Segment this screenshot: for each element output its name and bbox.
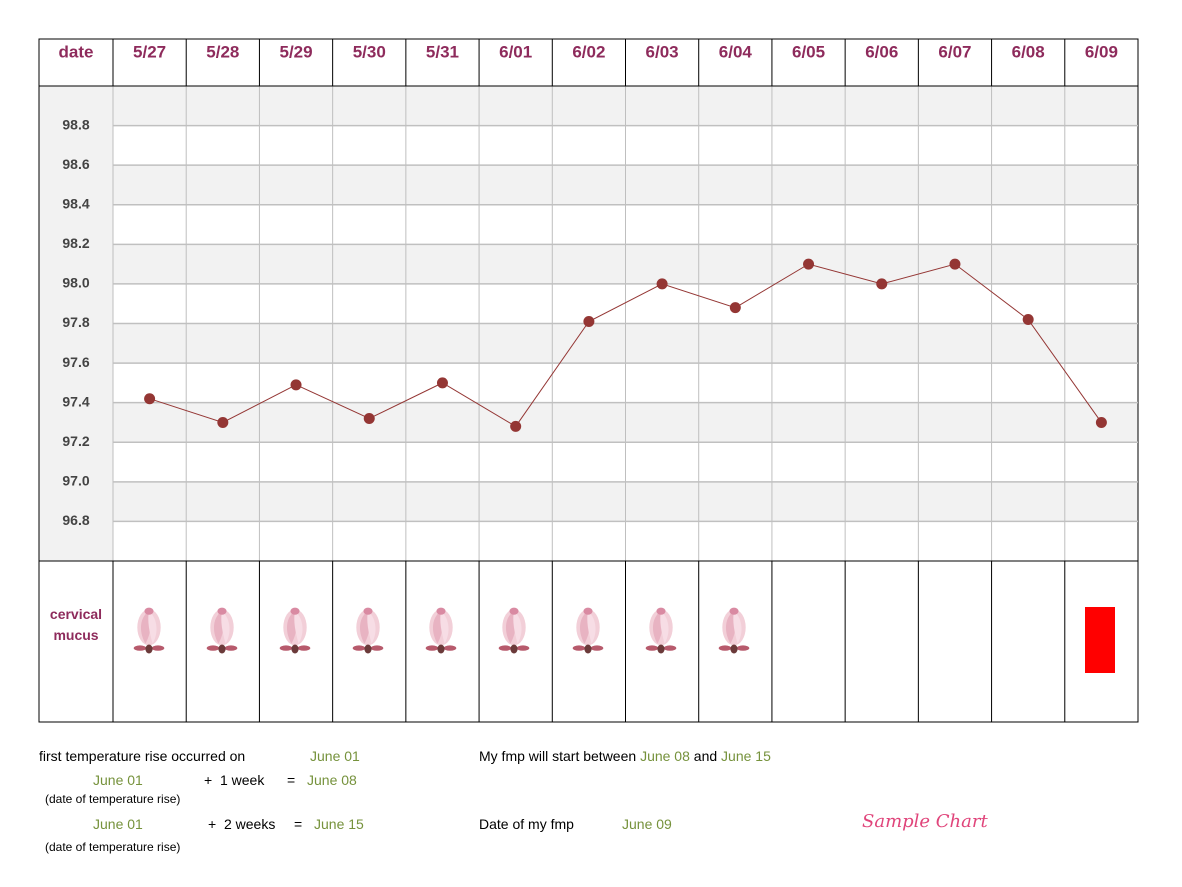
data-line [149, 263, 1102, 428]
data-point [1095, 416, 1107, 428]
y-tick-label: 97.8 [62, 314, 89, 330]
period-marker [1085, 607, 1115, 673]
x-tick-label: 5/27 [133, 42, 166, 61]
column-lines [112, 39, 1139, 722]
y-tick-label: 97.2 [62, 433, 89, 449]
result: June 15 [314, 816, 364, 832]
fmp-text: My fmp will start between June 08 and Ju… [479, 748, 771, 764]
flower-icon [718, 607, 750, 654]
data-point [876, 278, 888, 290]
frame [38, 38, 1139, 723]
x-tick-label: 6/09 [1085, 42, 1118, 61]
actual-date: June 09 [622, 816, 672, 832]
fmp-to: June 15 [721, 748, 771, 764]
x-tick-label: 5/30 [353, 42, 386, 61]
row-label: cervical mucus [49, 606, 103, 643]
actual-text: Date of my fmp [479, 816, 574, 832]
data-point [144, 393, 156, 405]
flower-icon [425, 607, 457, 654]
result: June 08 [307, 772, 357, 788]
y-tick-label: 97.4 [62, 393, 89, 409]
fmp-label: My fmp will start between [479, 748, 637, 764]
data-point [803, 258, 815, 270]
flower-icon [498, 607, 530, 654]
rise-date: June 01 [310, 748, 360, 764]
x-tick-label: 6/01 [499, 42, 532, 61]
y-tick-label: 98.0 [62, 275, 89, 291]
data-point [436, 377, 448, 389]
y-tick-label: 98.4 [62, 195, 89, 211]
data-point [949, 258, 961, 270]
flower-icon [206, 607, 238, 654]
x-tick-label: 6/04 [719, 42, 753, 61]
label-column [39, 86, 113, 561]
flower-icon [133, 607, 165, 654]
x-tick-label: 6/05 [792, 42, 825, 61]
data-point [363, 413, 375, 424]
y-tick-label: 98.6 [62, 156, 89, 172]
x-tick-label: 5/31 [426, 42, 459, 61]
data-point [656, 278, 668, 290]
date: June 01 [93, 772, 143, 788]
plus: + 2 weeks [208, 816, 276, 832]
y-tick-label: 97.0 [62, 473, 89, 489]
y-tick-label: 98.8 [62, 116, 89, 132]
data-point [510, 420, 522, 432]
x-tick-label: 6/06 [865, 42, 898, 61]
fmp-from: June 08 [640, 748, 690, 764]
date: June 01 [93, 816, 143, 832]
x-tick-label: 5/29 [279, 42, 312, 61]
x-tick-label: 6/03 [646, 42, 679, 61]
flower-icon [352, 607, 384, 654]
data-point [729, 302, 741, 314]
data-point [217, 416, 229, 428]
equals: = [294, 816, 303, 832]
x-tick-label: 6/08 [1012, 42, 1045, 61]
data-point [583, 316, 595, 328]
x-tick-label: 6/07 [938, 42, 971, 61]
plus: + 1 week [204, 772, 265, 788]
equals: = [287, 772, 296, 788]
y-tick-label: 98.2 [62, 235, 89, 251]
flower-icon [572, 607, 604, 654]
y-tick-label: 97.6 [62, 354, 89, 370]
data-point [290, 379, 302, 391]
x-tick-label: 6/02 [572, 42, 605, 61]
fmp-and: and [693, 748, 718, 764]
x-tick-label: 5/28 [206, 42, 239, 61]
rise-text: first temperature rise occurred on [39, 748, 246, 764]
x-label: date [59, 42, 94, 61]
note: (date of temperature rise) [45, 792, 181, 806]
flower-icon [279, 607, 311, 654]
mucus-icons [133, 607, 750, 654]
flower-icon [645, 607, 677, 654]
data-point [1022, 314, 1034, 326]
note: (date of temperature rise) [45, 840, 181, 854]
sample-label: Sample Chart [862, 811, 988, 832]
y-tick-label: 96.8 [62, 512, 89, 528]
